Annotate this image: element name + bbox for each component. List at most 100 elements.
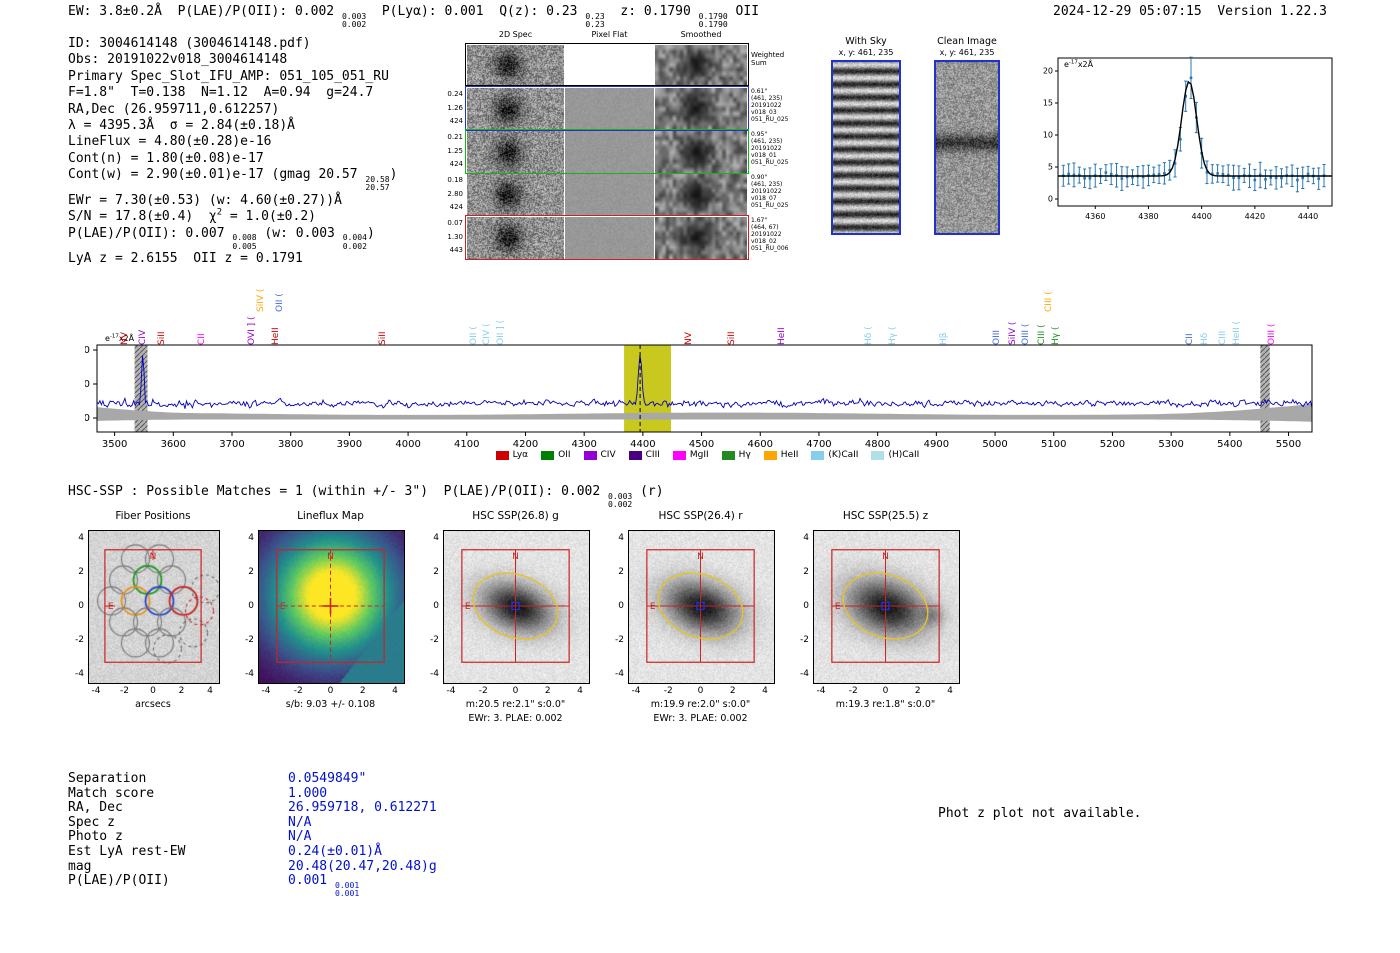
legend-swatch [541,450,555,460]
info-line-12: LyA z = 2.6155 OII z = 0.1791 [68,251,303,267]
spectral-line-label-CIV-10: CIV ( [482,323,493,345]
cutout-left-label: 0.18 [447,176,463,184]
legend-item-CIV: CIV [583,450,616,460]
match-row-value: 0.001 0.001 0.001 [288,873,360,899]
legend-label: CIV [600,450,616,460]
svg-text:4440: 4440 [1298,212,1318,221]
panel-ytick: 2 [433,567,439,577]
panel-ytick: 0 [78,601,84,611]
match-row-value: 0.24(±0.01)Å [288,843,382,859]
svg-text:20: 20 [85,345,90,356]
panel-xtick: 2 [178,686,185,696]
svg-text:4300: 4300 [571,439,596,450]
info-line-5: λ = 4395.3Å σ = 2.84(±0.18)Å [68,118,295,134]
legend-label: MgII [689,450,709,460]
cutout-right-label: 051_RU_025 [751,201,789,209]
svg-text:E: E [465,602,471,612]
info-line-10: S/N = 17.8(±0.4) χ2 = 1.0(±0.2) [68,207,316,225]
cutout-right-label: v018_03 [751,108,777,116]
info-line-3: F=1.8" T=0.138 N=1.12 A=0.94 g=24.7 [68,85,374,101]
cutout-left-label: 443 [449,246,463,254]
clean-image-panel [934,60,1000,235]
cutout-left-label: 424 [449,203,463,211]
svg-text:5100: 5100 [1041,439,1066,450]
cutout-right-label: (461, 235) [751,94,783,102]
svg-text:10: 10 [85,379,90,390]
cutout-row-border-4 [465,215,749,260]
cutout-right-label: (461, 235) [751,180,783,188]
info-line-8: Cont(w) = 2.90(±0.01)e-17 (gmag 20.57 20… [68,167,398,193]
svg-text:5: 5 [1048,163,1053,172]
panel-xtick: -2 [293,686,303,696]
match-row-value: 20.48(20.47,20.48)g [288,858,437,874]
legend-label: (K)CaII [828,450,859,460]
legend-swatch [672,450,686,460]
match-row-label: Spec z [68,814,115,830]
panel-xtick: 2 [359,686,366,696]
panel-title: HSC SSP(26.8) g [472,510,559,522]
cutout-image-r1-spec [467,88,564,130]
legend-label: Hγ [738,450,751,460]
match-table-row-separation: Separation 0.0549849" [68,771,437,787]
panel-ytick: 2 [78,567,84,577]
cutout-image-r3-spec [467,174,564,216]
clean-image-title: Clean Image [937,36,997,47]
cutout-right-label: 0.95" [751,131,768,138]
spectral-line-label-CII-24: CII [1185,333,1196,345]
spectrum-legend: Lyα OII CIV CIII MgII Hγ HeII (K)CaII (H)CaII [85,450,1330,460]
cutout-row-right-labels-1: 0.61" (461, 235) 20191022 v018_03 051_RU_025 [751,88,799,124]
match-row-value: 0.0549849" [288,771,367,786]
svg-text:0: 0 [85,413,90,424]
match-row-label: Match score [68,785,155,801]
panel-xtick: -2 [663,686,673,696]
svg-text:3900: 3900 [337,439,362,450]
cutout-column-title-pixelflat: Pixel Flat [591,30,628,39]
panel-ytick: -4 [245,669,254,679]
panel-ytick: 4 [618,533,624,543]
legend-label: Lyα [512,450,529,460]
mini-chart-flux-units: e-17x2Å [1064,59,1094,69]
svg-text:N: N [512,552,519,562]
panel-ytick: 2 [248,567,254,577]
svg-text:4360: 4360 [1085,212,1105,221]
svg-text:4600: 4600 [748,439,773,450]
info-line-11: P(LAE)/P(OII): 0.007 0.008 0.005 (w: 0.00… [68,225,375,251]
panel-ytick: 4 [248,533,254,543]
spectral-line-label-SiIV-5: SiIV ( [256,288,267,312]
spectral-line-label-CIV-1: CIV [137,329,148,345]
panel-ytick: -2 [800,635,809,645]
cutout-right-label: 20191022 [751,144,782,152]
spectral-line-label-OIII-18: OIII [991,329,1002,345]
cutout-right-label: (461, 235) [751,137,783,145]
cutout-image-r0-smooth [655,45,747,85]
cutout-right-label: 20191022 [751,230,782,238]
svg-text:E: E [650,602,656,612]
panel-xtick: 2 [729,686,736,696]
spectral-line-label-H-23: Hγ ( [1051,326,1062,345]
panel-ytick: -2 [245,635,254,645]
panel-xtick: -2 [478,686,488,696]
panel-overlay-1: NE [276,549,385,663]
full-spectrum-chart: e-17x2Å 3500 3600 3700 3800 3900 4000 4100 4200… [85,268,1335,453]
match-row-label: Photo z [68,829,123,845]
panel-xtick: 4 [947,686,953,696]
cutout-row-left-labels-4: 0.07 1.30 443 [437,220,463,254]
panel-ytick: 4 [78,533,84,543]
cutout-image-r0-spec [467,45,564,85]
match-row-label: mag [68,858,92,874]
panel-ytick: 0 [433,601,439,611]
spectral-line-label-SiII-8: SiII [377,331,388,345]
panel-ytick: -2 [430,635,439,645]
panel-ytick: 4 [433,533,439,543]
panel-overlay-0: NE [104,549,202,663]
emission-line-fit-svg: 4360 4380 4400 4420 4440 0 5 10 15 20 [1043,56,1333,221]
svg-text:4700: 4700 [806,439,831,450]
cutout-left-label: 1.26 [447,103,463,112]
clean-image-image [936,62,998,233]
cutout-right-label: 0.90" [751,174,768,181]
cutout-right-label: v018_01 [751,151,777,159]
